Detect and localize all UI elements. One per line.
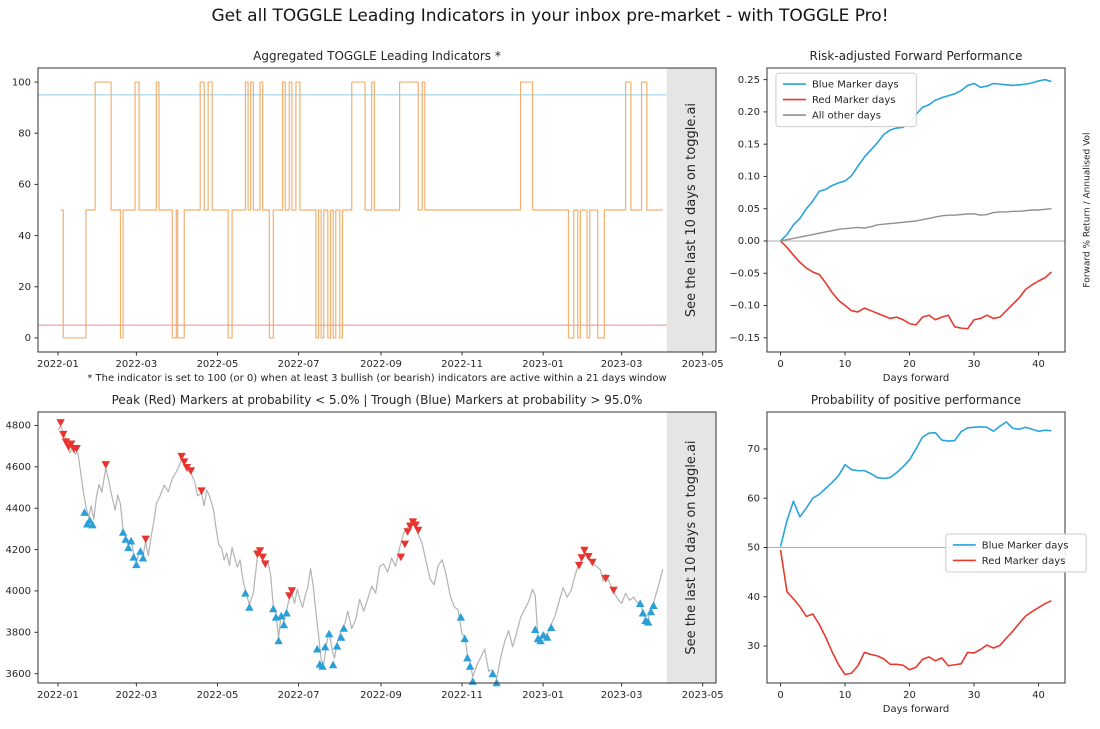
series-aggregated-indicator bbox=[60, 81, 663, 339]
chart-aggregated-indicators: See the last 10 days on toggle.ai 2022-01… bbox=[12, 49, 724, 384]
chart-price-with-markers: See the last 10 days on toggle.ai 2022-01… bbox=[6, 393, 724, 701]
svg-text:2023-05: 2023-05 bbox=[682, 359, 724, 370]
legend: Blue Marker days Red Marker days All other… bbox=[775, 72, 917, 128]
svg-text:80: 80 bbox=[18, 128, 31, 139]
svg-text:60: 60 bbox=[18, 180, 31, 191]
y-axis: 3600 3800 4000 4200 4400 4600 4800 bbox=[6, 421, 38, 680]
svg-text:40: 40 bbox=[1032, 359, 1045, 370]
svg-text:0.00: 0.00 bbox=[738, 236, 760, 247]
series-red-marker-days bbox=[779, 240, 1052, 330]
svg-text:2022-09: 2022-09 bbox=[360, 690, 402, 701]
svg-text:4200: 4200 bbox=[6, 545, 31, 556]
svg-text:2023-05: 2023-05 bbox=[682, 690, 724, 701]
svg-text:20: 20 bbox=[903, 690, 916, 701]
plot-frame bbox=[37, 411, 717, 684]
chart-footnote: * The indicator is set to 100 (or 0) whe… bbox=[87, 373, 666, 384]
x-axis: 0 10 20 30 40 bbox=[777, 352, 1045, 370]
chart-probability-positive-performance: 0 10 20 30 40 30 40 50 60 70 Probability of positi… bbox=[747, 393, 1087, 715]
svg-text:4600: 4600 bbox=[6, 462, 31, 473]
plot-frame bbox=[766, 67, 1066, 353]
svg-text:4800: 4800 bbox=[6, 421, 31, 432]
plot-frame bbox=[37, 67, 717, 353]
toggle-promo-band bbox=[666, 68, 716, 352]
svg-text:40: 40 bbox=[18, 231, 31, 242]
svg-text:−0.05: −0.05 bbox=[729, 268, 760, 279]
svg-text:0.20: 0.20 bbox=[738, 107, 760, 118]
y-axis: 0 20 40 60 80 100 bbox=[12, 77, 38, 344]
series-red-marker-days bbox=[779, 549, 1052, 676]
legend: Blue Marker days Red Marker days bbox=[945, 533, 1087, 573]
page-title: Get all TOGGLE Leading Indicators in you… bbox=[211, 6, 889, 26]
svg-text:60: 60 bbox=[747, 493, 760, 504]
svg-text:2023-01: 2023-01 bbox=[522, 690, 564, 701]
x-axis: 0 10 20 30 40 bbox=[777, 683, 1045, 701]
svg-text:70: 70 bbox=[747, 444, 760, 455]
svg-text:3800: 3800 bbox=[6, 628, 31, 639]
x-axis: 2022-01 2022-03 2022-05 2022-07 2022-09 2022-… bbox=[37, 683, 724, 701]
svg-text:10: 10 bbox=[839, 690, 852, 701]
legend-label-blue-marker-days: Blue Marker days bbox=[982, 540, 1069, 551]
toggle-promo-band-label: See the last 10 days on toggle.ai bbox=[684, 440, 699, 654]
svg-text:2022-03: 2022-03 bbox=[115, 359, 157, 370]
svg-text:2022-11: 2022-11 bbox=[441, 359, 483, 370]
svg-text:2022-07: 2022-07 bbox=[278, 359, 320, 370]
svg-text:10: 10 bbox=[839, 359, 852, 370]
chart-title: Risk-adjusted Forward Performance bbox=[810, 49, 1023, 63]
svg-text:20: 20 bbox=[903, 359, 916, 370]
svg-text:0: 0 bbox=[25, 333, 31, 344]
x-axis: 2022-01 2022-03 2022-05 2022-07 2022-09 2022-… bbox=[37, 352, 724, 370]
svg-text:0: 0 bbox=[777, 359, 783, 370]
svg-text:30: 30 bbox=[968, 359, 981, 370]
chart-title: Probability of positive performance bbox=[811, 393, 1021, 407]
svg-text:0.10: 0.10 bbox=[738, 172, 760, 183]
svg-text:2022-05: 2022-05 bbox=[197, 690, 239, 701]
svg-text:2023-03: 2023-03 bbox=[601, 690, 643, 701]
svg-text:0: 0 bbox=[777, 690, 783, 701]
svg-text:0.15: 0.15 bbox=[738, 139, 760, 150]
svg-text:−0.15: −0.15 bbox=[729, 333, 760, 344]
svg-text:50: 50 bbox=[747, 543, 760, 554]
svg-text:2022-05: 2022-05 bbox=[197, 359, 239, 370]
markers-blue-marker-days bbox=[80, 508, 658, 687]
svg-text:2022-11: 2022-11 bbox=[441, 690, 483, 701]
svg-text:20: 20 bbox=[18, 282, 31, 293]
legend-label-all-other-days: All other days bbox=[812, 111, 881, 122]
svg-text:2022-01: 2022-01 bbox=[37, 359, 79, 370]
svg-text:−0.10: −0.10 bbox=[729, 301, 760, 312]
svg-text:2022-07: 2022-07 bbox=[278, 690, 320, 701]
y-axis: 0.25 0.20 0.15 0.10 0.05 0.00 −0.05 −0.10 −0.15 bbox=[729, 75, 767, 344]
legend-label-red-marker-days: Red Marker days bbox=[982, 556, 1066, 567]
x-axis-label: Days forward bbox=[883, 704, 949, 715]
svg-text:4000: 4000 bbox=[6, 586, 31, 597]
svg-text:2022-01: 2022-01 bbox=[37, 690, 79, 701]
svg-text:4400: 4400 bbox=[6, 503, 31, 514]
svg-text:30: 30 bbox=[968, 690, 981, 701]
right-y-axis-label: Forward % Return / Annualised Vol bbox=[1083, 132, 1093, 287]
svg-text:3600: 3600 bbox=[6, 669, 31, 680]
svg-text:100: 100 bbox=[12, 77, 31, 88]
toggle-promo-band-label: See the last 10 days on toggle.ai bbox=[684, 103, 699, 317]
svg-text:0.05: 0.05 bbox=[738, 204, 760, 215]
svg-text:40: 40 bbox=[747, 592, 760, 603]
markers-red-marker-days bbox=[56, 419, 618, 600]
svg-text:30: 30 bbox=[747, 641, 760, 652]
svg-text:2022-03: 2022-03 bbox=[115, 690, 157, 701]
svg-text:2022-09: 2022-09 bbox=[360, 359, 402, 370]
series-price bbox=[57, 425, 664, 680]
toggle-promo-band bbox=[666, 412, 716, 683]
chart-title: Peak (Red) Markers at probability < 5.0%… bbox=[112, 393, 643, 407]
svg-text:40: 40 bbox=[1032, 690, 1045, 701]
legend-label-blue-marker-days: Blue Marker days bbox=[812, 80, 899, 91]
svg-text:2023-03: 2023-03 bbox=[601, 359, 643, 370]
chart-title: Aggregated TOGGLE Leading Indicators * bbox=[253, 49, 501, 63]
svg-text:2023-01: 2023-01 bbox=[522, 359, 564, 370]
chart-risk-adjusted-forward-performance: 0 10 20 30 40 0.25 0.20 0.15 0.10 0.05 0.00 −0.05 −0… bbox=[729, 49, 1093, 384]
y-axis: 30 40 50 60 70 bbox=[747, 444, 767, 652]
svg-text:0.25: 0.25 bbox=[738, 75, 760, 86]
x-axis-label: Days forward bbox=[883, 373, 949, 384]
series-all-other-days bbox=[780, 208, 1052, 242]
series-blue-marker-days bbox=[779, 421, 1052, 547]
legend-label-red-marker-days: Red Marker days bbox=[812, 95, 896, 106]
